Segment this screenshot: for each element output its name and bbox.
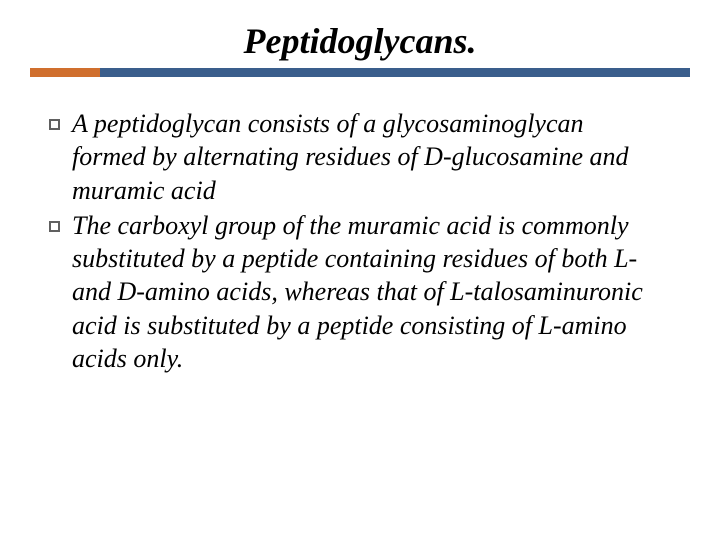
bullet-item: The carboxyl group of the muramic acid i… [75,209,660,375]
bullet-text: A peptidoglycan consists of a glycosamin… [72,107,660,207]
slide-container: Peptidoglycans. A peptidoglycan consists… [0,0,720,540]
slide-title: Peptidoglycans. [30,20,690,62]
bullet-text: The carboxyl group of the muramic acid i… [72,209,660,375]
slide-body: A peptidoglycan consists of a glycosamin… [30,107,690,375]
bullet-marker-icon [49,119,60,130]
bullet-marker-icon [49,221,60,232]
divider-accent-left [30,68,100,77]
divider-accent-right [100,68,690,77]
title-divider [30,68,690,77]
bullet-item: A peptidoglycan consists of a glycosamin… [75,107,660,207]
